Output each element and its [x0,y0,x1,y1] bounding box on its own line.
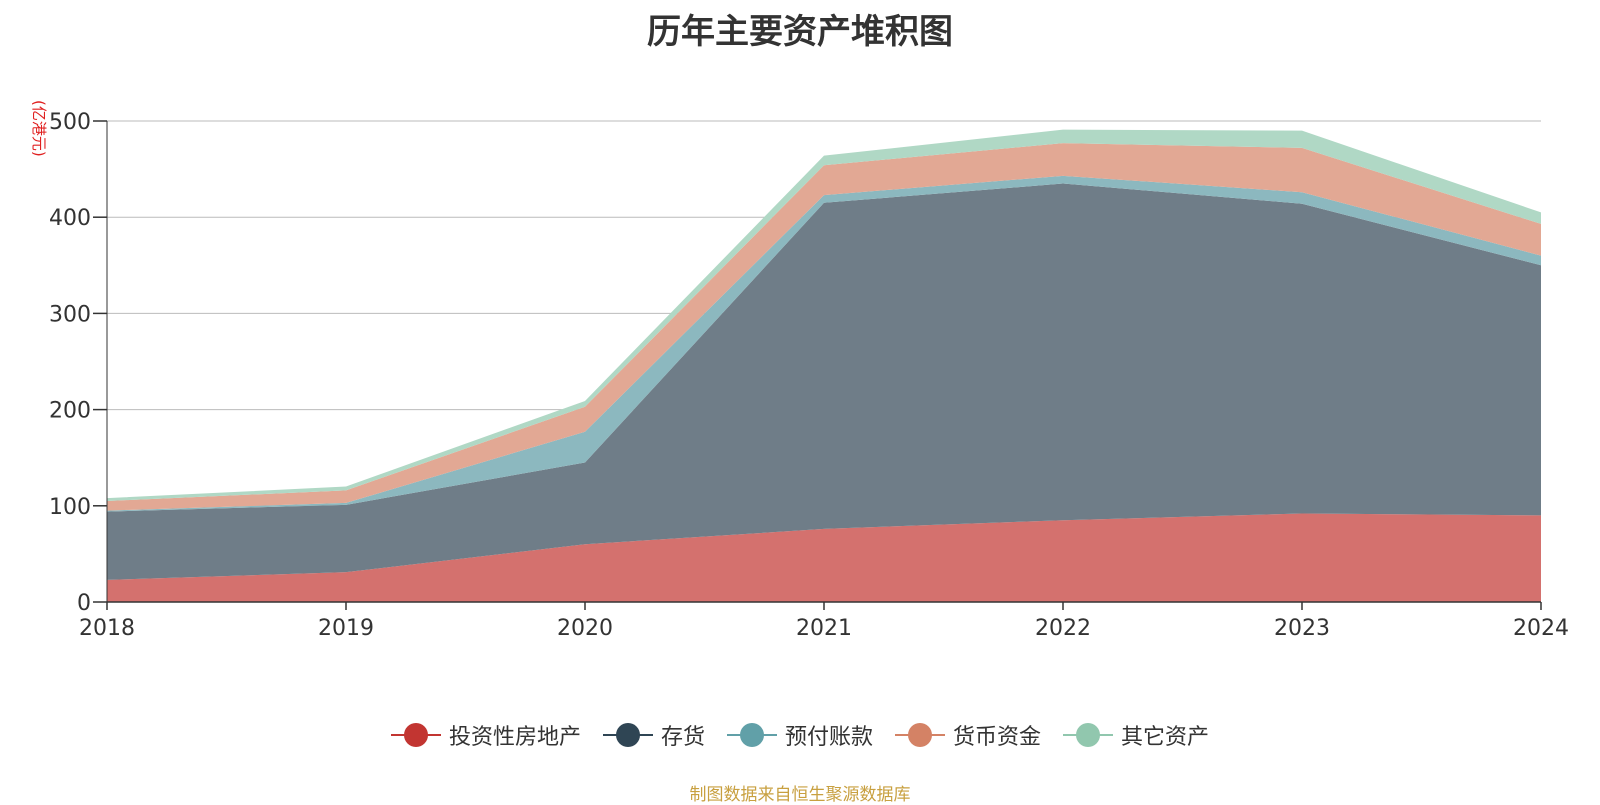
legend-label: 投资性房地产 [448,725,581,750]
legend-marker-icon [602,723,653,747]
y-tick-label: 100 [49,495,91,520]
y-tick-label: 400 [49,206,91,231]
y-tick-label: 300 [49,302,91,327]
legend-item[interactable]: 预付账款 [726,719,873,751]
legend-label: 预付账款 [784,725,873,750]
source-note: 制图数据来自恒生聚源数据库 [689,785,911,805]
x-tick-label: 2022 [1035,616,1091,641]
legend-item[interactable]: 其它资产 [1063,719,1209,751]
x-tick-label: 2019 [318,616,374,641]
legend: 投资性房地产 存货 预付账款 货币资金 其它资产 [0,718,1600,752]
legend-marker-icon [726,723,777,747]
legend-item[interactable]: 存货 [602,719,705,751]
y-tick-label: 500 [49,110,91,135]
area-series-2 [107,183,1541,580]
stacked-area-chart: 0 100 200 300 400 500 2018 2019 2020 2021 2022 2023… [49,110,1569,641]
x-tick-label: 2021 [796,616,852,641]
legend-marker-icon [1063,723,1114,747]
area-series-1 [107,513,1541,602]
x-tick-label: 2020 [557,616,613,641]
x-tick-label: 2023 [1274,616,1330,641]
legend-item[interactable]: 货币资金 [895,719,1041,751]
legend-item[interactable]: 投资性房地产 [390,719,581,751]
legend-marker-icon [895,723,945,747]
y-tick-label: 200 [49,399,91,424]
x-tick-label: 2024 [1513,616,1569,641]
legend-label: 存货 [660,725,705,750]
y-tick-label: 0 [77,591,91,616]
area-series-4 [107,143,1541,511]
x-tick-label: 2018 [79,616,135,641]
chart-title: 历年主要资产堆积图 [647,12,953,52]
legend-label: 货币资金 [953,725,1042,750]
area-series-5 [107,129,1541,501]
legend-label: 其它资产 [1121,725,1210,750]
legend-marker-icon [390,723,441,747]
